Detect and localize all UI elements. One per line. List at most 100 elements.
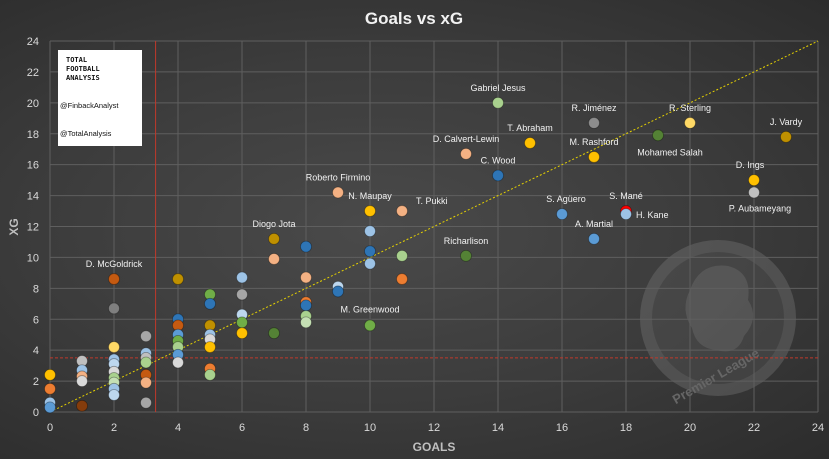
logo-line-1: TOTAL xyxy=(66,56,88,64)
y-tick-5: 10 xyxy=(27,252,39,264)
data-point-labeled-1 xyxy=(588,117,600,129)
data-point-58 xyxy=(364,257,376,270)
data-point-18 xyxy=(140,330,152,343)
point-label-12: N. Maupay xyxy=(348,191,392,201)
data-point-59 xyxy=(396,249,408,262)
data-point-10 xyxy=(108,341,120,353)
data-point-labeled-10 xyxy=(748,186,760,199)
data-point-3 xyxy=(44,401,56,414)
y-tick-1: 2 xyxy=(33,376,39,388)
data-point-42 xyxy=(236,288,248,301)
data-point-57 xyxy=(364,245,376,258)
data-point-45 xyxy=(236,327,248,340)
data-point-labeled-14 xyxy=(556,208,568,221)
data-point-23 xyxy=(140,376,152,389)
point-label-9: D. Ings xyxy=(736,160,765,170)
logo-lettering: TOTAL FOOTBALL ANALYSIS xyxy=(66,56,100,83)
data-point-labeled-20 xyxy=(108,273,120,285)
y-tick-8: 16 xyxy=(27,160,39,172)
y-tick-2: 4 xyxy=(33,345,39,357)
x-tick-10: 20 xyxy=(684,422,696,434)
data-point-48 xyxy=(300,240,312,253)
point-label-14: S. Agüero xyxy=(546,194,586,204)
y-tick-3: 6 xyxy=(33,314,39,326)
data-point-41 xyxy=(236,271,248,284)
premier-league-watermark: Premier League xyxy=(640,240,796,407)
data-point-labeled-16 xyxy=(620,208,632,221)
data-point-51 xyxy=(300,299,312,312)
point-label-2: R. Sterling xyxy=(669,103,711,113)
x-tick-0: 0 xyxy=(47,422,53,434)
point-label-3: J. Vardy xyxy=(770,117,803,127)
x-tick-5: 10 xyxy=(364,422,376,434)
y-tick-4: 8 xyxy=(33,283,39,295)
data-point-labeled-18 xyxy=(588,232,600,245)
data-point-25 xyxy=(172,273,184,285)
point-label-15: S. Mané xyxy=(609,191,643,201)
x-tick-12: 24 xyxy=(812,422,824,434)
point-label-20: D. McGoldrick xyxy=(86,259,143,269)
point-label-13: T. Pukki xyxy=(416,196,448,206)
data-point-labeled-7 xyxy=(652,129,664,142)
y-tick-0: 0 xyxy=(33,407,39,419)
data-point-49 xyxy=(300,271,312,284)
point-label-7: Mohamed Salah xyxy=(637,147,703,157)
data-point-21 xyxy=(140,356,152,369)
data-point-9 xyxy=(108,302,120,315)
data-point-labeled-19 xyxy=(460,249,472,262)
data-point-38 xyxy=(204,341,216,353)
point-label-18: A. Martial xyxy=(575,219,613,229)
chart-title: Goals vs xG xyxy=(365,9,463,28)
data-point-labeled-13 xyxy=(396,205,408,217)
twitter-handle-totalanalysis: @TotalAnalysis xyxy=(60,129,112,138)
data-point-8 xyxy=(76,399,88,412)
x-tick-6: 12 xyxy=(428,422,440,434)
data-point-47 xyxy=(268,327,280,340)
data-point-34 xyxy=(204,297,216,310)
point-label-6: M. Rashford xyxy=(569,137,618,147)
y-tick-9: 18 xyxy=(27,129,39,141)
data-point-labeled-3 xyxy=(780,130,792,143)
x-tick-1: 2 xyxy=(111,422,117,434)
data-point-56 xyxy=(364,225,376,238)
data-point-46 xyxy=(268,253,280,265)
data-point-labeled-4 xyxy=(524,137,536,149)
data-point-17 xyxy=(108,389,120,401)
point-label-17: Diogo Jota xyxy=(252,219,295,229)
x-tick-4: 8 xyxy=(303,422,309,434)
data-point-labeled-11 xyxy=(332,186,344,199)
x-tick-7: 14 xyxy=(492,422,504,434)
data-point-60 xyxy=(396,273,408,285)
point-label-21: M. Greenwood xyxy=(340,304,399,314)
x-tick-11: 22 xyxy=(748,422,760,434)
data-point-labeled-17 xyxy=(268,232,280,245)
point-label-0: Gabriel Jesus xyxy=(470,83,526,93)
point-label-10: P. Aubameyang xyxy=(729,203,791,213)
x-tick-9: 18 xyxy=(620,422,632,434)
logo-line-2: FOOTBALL xyxy=(66,65,100,73)
x-axis-title: GOALS xyxy=(413,440,456,454)
data-point-24 xyxy=(140,396,152,409)
data-point-labeled-5 xyxy=(460,147,472,160)
y-tick-11: 22 xyxy=(27,67,39,79)
data-point-labeled-9 xyxy=(748,174,760,187)
y-tick-6: 12 xyxy=(27,222,39,234)
data-point-0 xyxy=(44,368,56,381)
point-label-19: Richarlison xyxy=(444,236,489,246)
twitter-handle-finback: @FinbackAnalyst xyxy=(60,101,119,110)
point-label-5: D. Calvert-Lewin xyxy=(433,134,500,144)
point-labels: Gabriel Jesus R. Jiménez R. Sterling J. Var… xyxy=(86,83,803,315)
logo-line-3: ANALYSIS xyxy=(66,74,100,82)
point-label-11: Roberto Firmino xyxy=(306,172,371,182)
data-point-7 xyxy=(76,375,88,387)
data-point-labeled-6 xyxy=(588,151,600,163)
point-label-8: C. Wood xyxy=(481,155,516,165)
data-point-32 xyxy=(172,356,184,369)
total-football-analysis-logo: TOTAL FOOTBALL ANALYSIS @FinbackAnalyst … xyxy=(58,50,142,146)
data-point-labeled-21 xyxy=(364,319,376,332)
x-tick-3: 6 xyxy=(239,422,245,434)
data-point-labeled-0 xyxy=(492,96,504,109)
data-point-40 xyxy=(204,368,216,381)
